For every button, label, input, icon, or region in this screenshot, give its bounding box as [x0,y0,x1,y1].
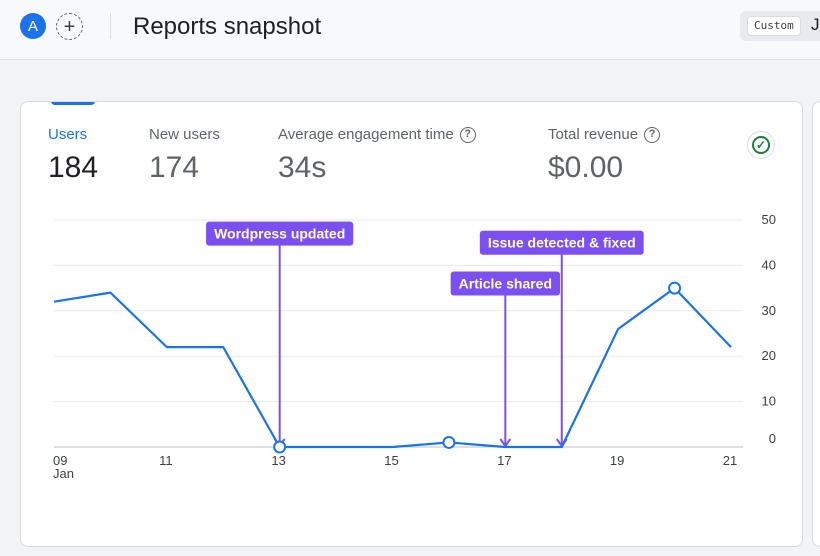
y-tick-label: 40 [762,257,776,272]
x-tick-label: 17 [497,453,511,468]
metric-value: $0.00 [548,151,624,184]
metric-value: 34s [278,151,327,184]
annotation-label: Wordpress updated [214,226,345,242]
x-tick-label: 09 [53,453,67,468]
series-line-users [53,287,732,449]
x-tick-sublabel: Jan [53,466,74,481]
data-point [442,435,456,449]
page-title: Reports snapshot [133,13,322,40]
y-tick-label: 50 [762,212,776,227]
x-tick-label: 19 [610,453,624,468]
x-tick-label: 15 [384,453,398,468]
metric-value: 184 [48,151,99,184]
header-divider [110,13,111,39]
metrics-card: Users 184 New users 174 Average engageme… [20,101,803,547]
plus-icon: + [63,15,76,38]
annotation-label: Issue detected & fixed [488,235,636,251]
account-avatar[interactable]: A [20,13,46,39]
annotation-box [450,271,561,296]
metric-value: 174 [149,151,200,184]
y-tick-label: 30 [762,303,776,318]
metric-label: New users [149,126,220,143]
add-comparison-button[interactable]: + [56,13,83,40]
check-mark-icon: ✓ [752,136,770,154]
y-tick-label: 0 [769,431,776,446]
metric-tab-total-revenue[interactable]: Total revenue? $0.00 [548,126,661,185]
date-range-text[interactable]: J [811,15,820,34]
x-tick-label: 11 [159,453,173,468]
active-tab-indicator [51,102,95,105]
y-tick-label: 20 [762,348,776,363]
y-tick-label: 10 [762,394,776,409]
avatar-letter: A [27,17,38,35]
adjacent-card [812,101,820,547]
help-circle-icon[interactable]: ? [459,126,476,143]
metric-label: Users [48,126,88,143]
help-circle-icon[interactable]: ? [644,126,661,143]
data-point [668,281,682,295]
x-tick-label: 21 [723,453,737,468]
annotation-box [479,230,644,255]
annotation-box [206,221,354,246]
annotation-label: Article shared [459,276,552,292]
custom-date-chip[interactable]: Custom [747,16,801,36]
metric-label: Total revenue [548,126,639,143]
metric-tab-users[interactable]: Users 184 [48,126,98,185]
metric-tab-engagement-time[interactable]: Average engagement time? 34s [278,126,476,185]
metric-label: Average engagement time [278,126,454,143]
metric-tab-new-users[interactable]: New users 174 [149,126,220,185]
top-bar: A + Reports snapshot Custom J [0,0,820,60]
check-circle-icon[interactable]: ✓ [747,131,775,159]
x-tick-label: 13 [271,453,285,468]
data-point [273,440,287,454]
